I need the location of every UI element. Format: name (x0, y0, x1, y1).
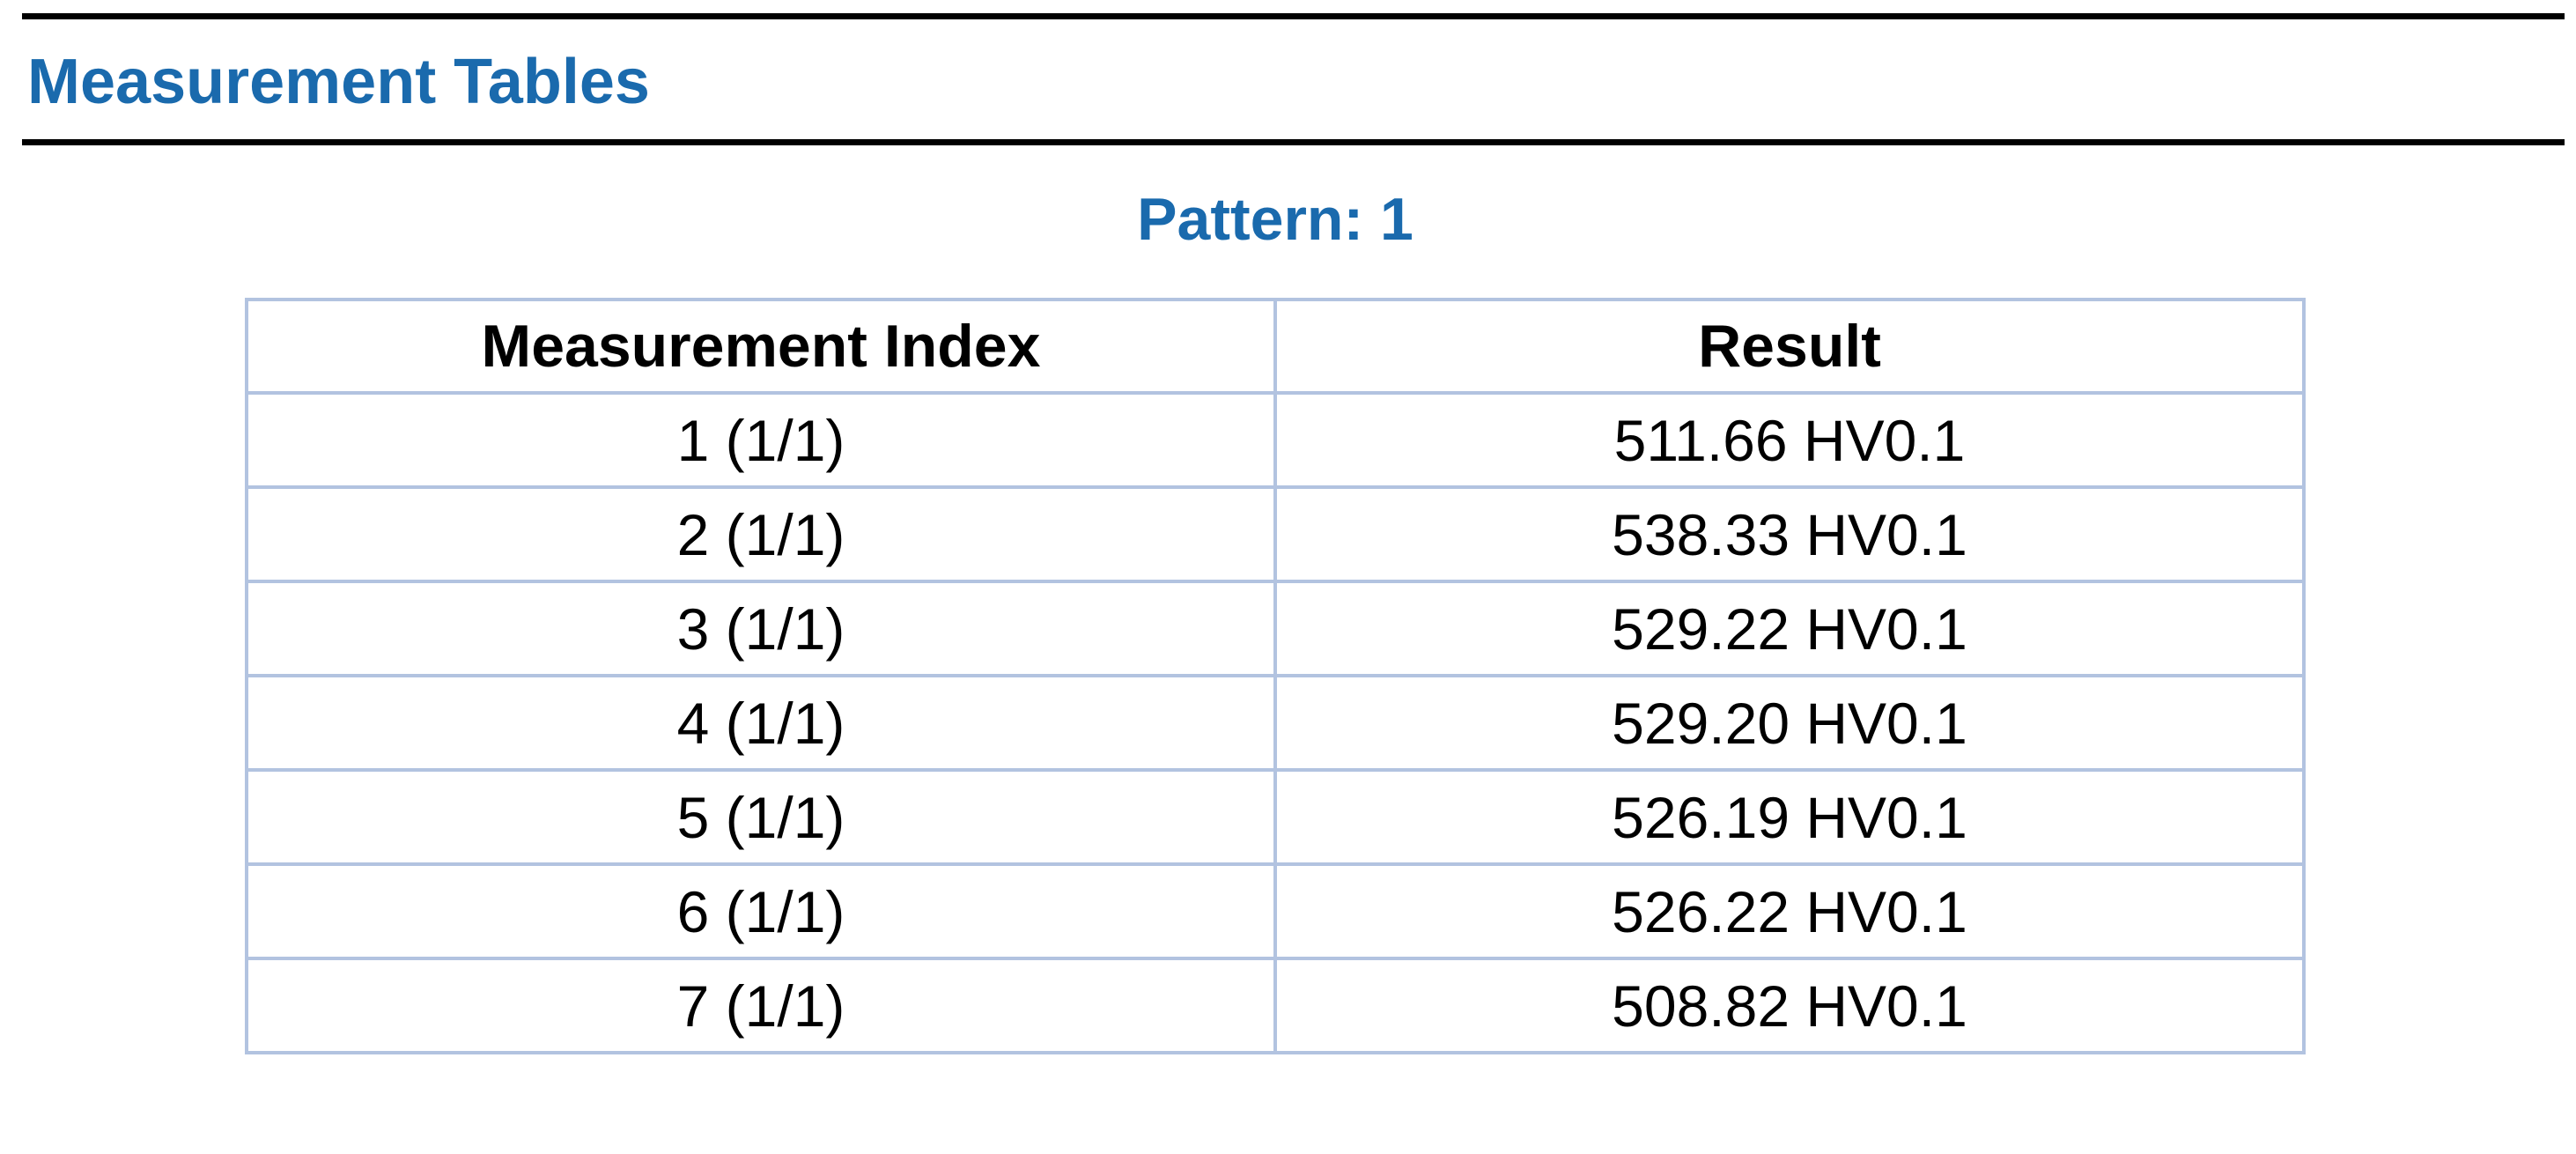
result-cell: 538.33 HV0.1 (1273, 485, 2306, 583)
measurement-index-cell: 6 (1/1) (245, 862, 1277, 960)
table-row: 7 (1/1) 508.82 HV0.1 (245, 957, 2306, 1054)
table-row: 5 (1/1) 526.19 HV0.1 (245, 768, 2306, 866)
result-cell: 511.66 HV0.1 (1273, 391, 2306, 489)
table-row: 1 (1/1) 511.66 HV0.1 (245, 391, 2306, 489)
table-row: 3 (1/1) 529.22 HV0.1 (245, 580, 2306, 677)
top-rule (22, 13, 2565, 19)
table-row: 4 (1/1) 529.20 HV0.1 (245, 674, 2306, 772)
table-row: 6 (1/1) 526.22 HV0.1 (245, 862, 2306, 960)
measurement-index-cell: 1 (1/1) (245, 391, 1277, 489)
measurement-index-cell: 7 (1/1) (245, 957, 1277, 1054)
section-title: Measurement Tables (27, 47, 650, 117)
result-cell: 526.19 HV0.1 (1273, 768, 2306, 866)
measurement-index-cell: 2 (1/1) (245, 485, 1277, 583)
pattern-heading: Pattern: 1 (1137, 186, 1413, 253)
measurement-index-cell: 3 (1/1) (245, 580, 1277, 677)
column-header-result: Result (1273, 298, 2306, 395)
result-cell: 508.82 HV0.1 (1273, 957, 2306, 1054)
table-row: 2 (1/1) 538.33 HV0.1 (245, 485, 2306, 583)
column-header-measurement-index: Measurement Index (245, 298, 1277, 395)
result-cell: 526.22 HV0.1 (1273, 862, 2306, 960)
measurement-table: Measurement Index Result 1 (1/1) 511.66 … (245, 298, 2306, 1054)
result-cell: 529.20 HV0.1 (1273, 674, 2306, 772)
table-header-row: Measurement Index Result (245, 298, 2306, 395)
result-cell: 529.22 HV0.1 (1273, 580, 2306, 677)
measurement-index-cell: 5 (1/1) (245, 768, 1277, 866)
measurement-index-cell: 4 (1/1) (245, 674, 1277, 772)
title-underline-rule (22, 139, 2565, 145)
